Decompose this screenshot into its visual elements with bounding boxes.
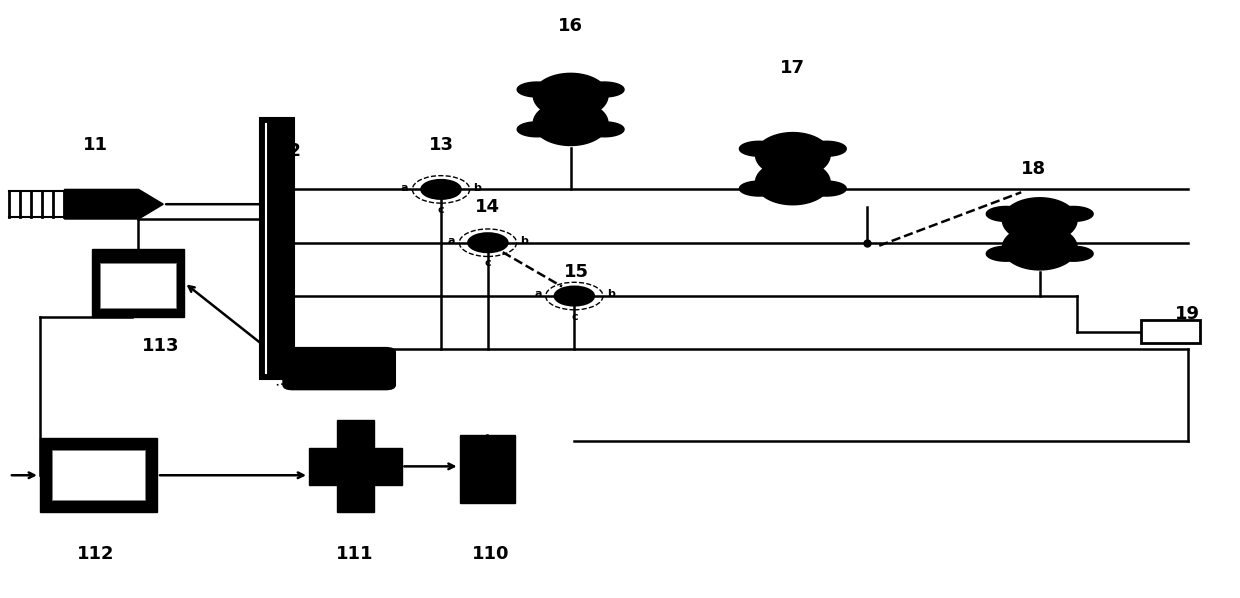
Text: c: c	[485, 258, 491, 269]
Text: 13: 13	[429, 136, 454, 154]
Polygon shape	[807, 181, 846, 196]
Polygon shape	[1002, 198, 1078, 243]
Polygon shape	[986, 206, 1025, 221]
Text: 114: 114	[358, 373, 396, 391]
Polygon shape	[533, 100, 608, 145]
Text: a: a	[534, 289, 542, 300]
Text: 110: 110	[471, 545, 510, 563]
Text: c: c	[438, 205, 444, 215]
Text: b: b	[521, 236, 528, 246]
Polygon shape	[584, 82, 624, 97]
Bar	[1141, 320, 1200, 343]
Text: 14: 14	[475, 198, 501, 216]
Polygon shape	[739, 141, 779, 156]
Circle shape	[469, 233, 507, 252]
Text: 15: 15	[564, 263, 589, 281]
Polygon shape	[755, 160, 830, 205]
Text: 112: 112	[77, 545, 114, 563]
Polygon shape	[565, 106, 575, 113]
Polygon shape	[1054, 206, 1094, 221]
Bar	[460, 435, 515, 504]
Polygon shape	[584, 122, 624, 137]
Polygon shape	[517, 82, 557, 97]
Polygon shape	[1034, 230, 1045, 237]
Bar	[259, 118, 294, 379]
Text: 11: 11	[83, 136, 108, 154]
Text: 17: 17	[780, 59, 805, 77]
Text: 12: 12	[277, 142, 301, 160]
Text: a: a	[448, 236, 455, 246]
Polygon shape	[533, 74, 608, 118]
Polygon shape	[755, 133, 830, 178]
Bar	[40, 438, 157, 512]
Polygon shape	[739, 181, 779, 196]
Text: b: b	[606, 289, 615, 300]
Polygon shape	[787, 165, 799, 172]
Bar	[337, 420, 373, 512]
Text: c: c	[570, 312, 578, 322]
Polygon shape	[517, 122, 557, 137]
Text: 111: 111	[336, 545, 373, 563]
Bar	[92, 249, 185, 317]
Polygon shape	[986, 246, 1025, 261]
FancyBboxPatch shape	[283, 347, 396, 390]
Bar	[100, 264, 176, 308]
Text: 19: 19	[1176, 305, 1200, 323]
Circle shape	[422, 180, 461, 199]
Text: 113: 113	[143, 337, 180, 355]
Text: 18: 18	[1021, 160, 1047, 178]
Circle shape	[554, 286, 594, 306]
Polygon shape	[64, 190, 164, 219]
Text: b: b	[474, 183, 481, 193]
Polygon shape	[1054, 246, 1094, 261]
Text: 16: 16	[558, 17, 583, 35]
Polygon shape	[1002, 225, 1078, 270]
Polygon shape	[807, 141, 846, 156]
Bar	[52, 450, 145, 501]
Text: a: a	[401, 183, 408, 193]
Bar	[309, 448, 402, 485]
